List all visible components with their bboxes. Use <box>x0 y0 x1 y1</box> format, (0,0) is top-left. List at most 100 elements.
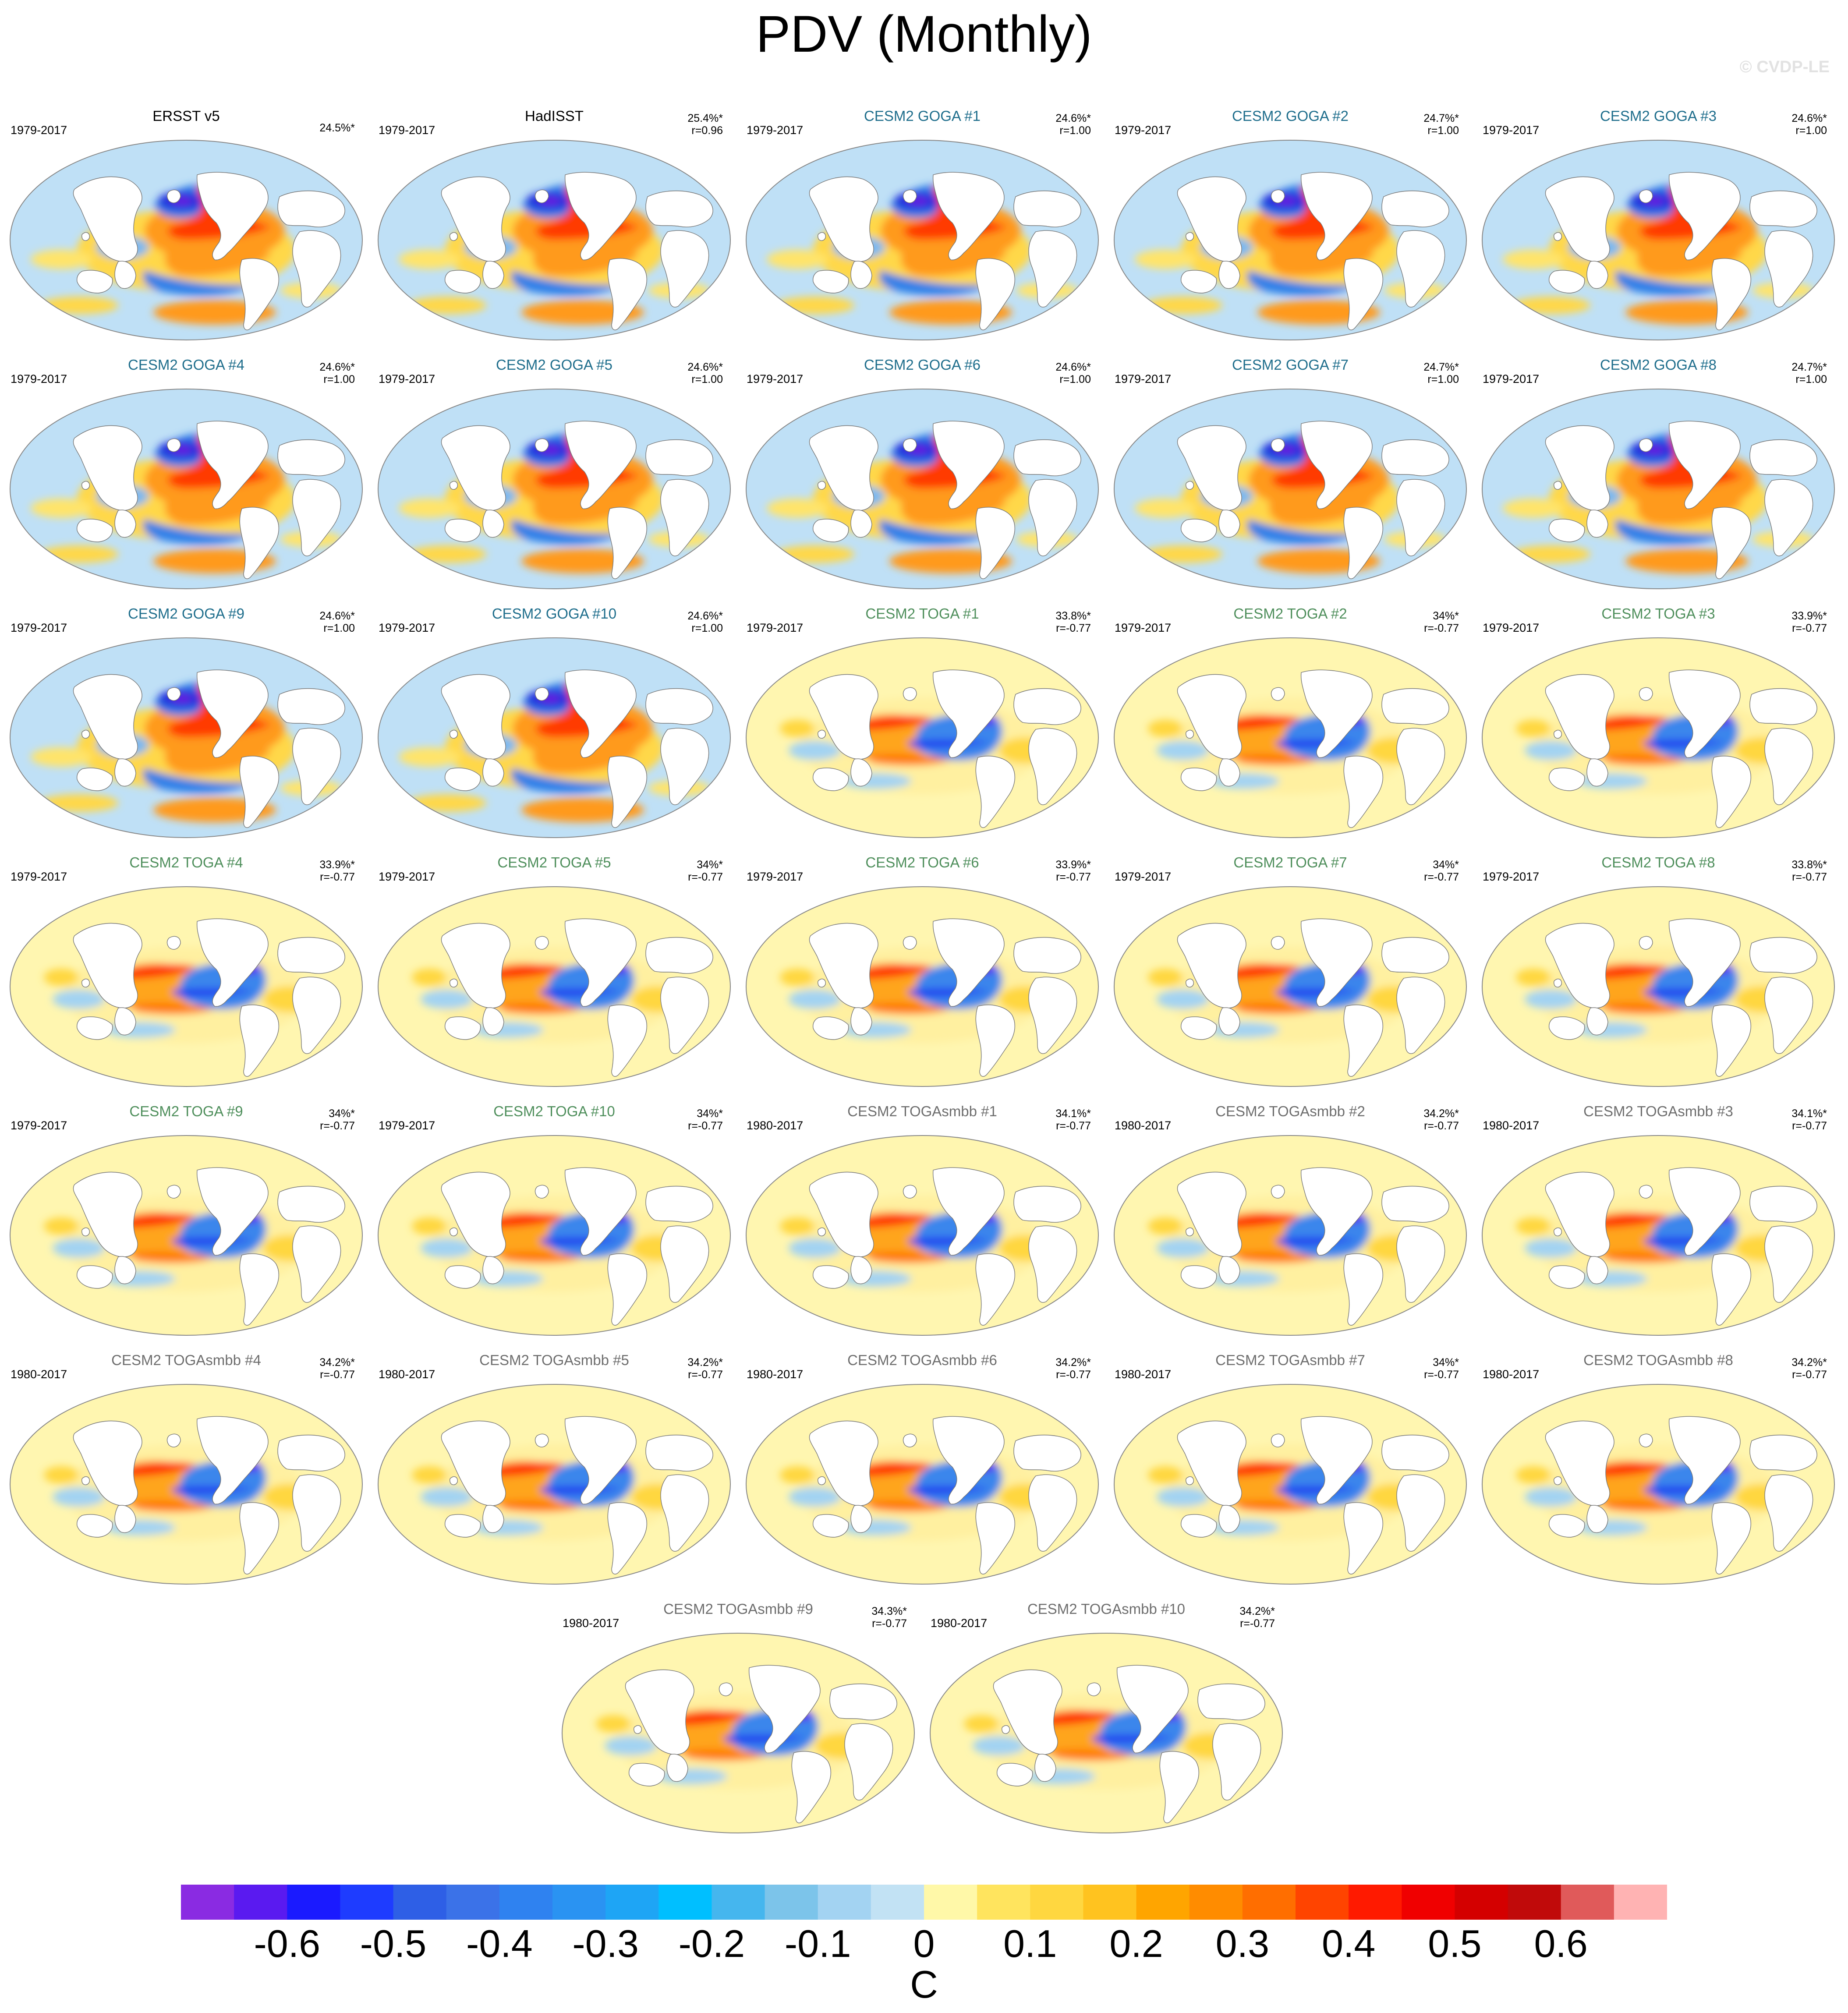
panel-percent-variance: 34%* <box>697 1107 723 1120</box>
panel-years: 1979-2017 <box>1483 372 1540 386</box>
sst-anomaly-map <box>377 885 732 1088</box>
panel-title: CESM2 TOGAsmbb #5 <box>479 1352 629 1368</box>
panel-percent-variance: 24.6%* <box>687 610 723 622</box>
colorbar-tick-label: 0.2 <box>1109 1922 1163 1965</box>
panel-pattern-correlation: r=0.96 <box>691 124 723 137</box>
map-panel: CESM2 GOGA #4 1979-2017 24.6%* r=1.00 <box>4 356 368 593</box>
panel-title: CESM2 GOGA #2 <box>1232 108 1349 124</box>
panel-percent-variance: 34%* <box>1433 859 1459 871</box>
colorbar-swatch <box>1136 1885 1190 1920</box>
colorbar-swatch <box>499 1885 553 1920</box>
map-panel: CESM2 TOGAsmbb #6 1980-2017 34.2%* r=-0.77 <box>740 1351 1104 1588</box>
panel-title: CESM2 TOGA #5 <box>497 854 611 870</box>
panel-title: CESM2 GOGA #10 <box>492 605 617 622</box>
colorbar-swatch <box>1349 1885 1402 1920</box>
panel-pattern-correlation: r=1.00 <box>1059 373 1091 386</box>
sst-anomaly-map <box>561 1632 916 1834</box>
panel-title: CESM2 TOGAsmbb #10 <box>1027 1601 1186 1617</box>
map-panel: HadISST 1979-2017 25.4%* r=0.96 <box>372 107 736 344</box>
sst-anomaly-map <box>377 1383 732 1585</box>
colorbar-swatch <box>1189 1885 1243 1920</box>
sst-anomaly-map <box>745 637 1100 839</box>
sst-anomaly-map <box>745 1134 1100 1337</box>
panel-title: CESM2 TOGA #4 <box>129 854 243 870</box>
panel-pattern-correlation: r=-0.77 <box>320 871 355 883</box>
panel-title: CESM2 TOGAsmbb #2 <box>1215 1103 1365 1119</box>
sst-anomaly-map <box>377 637 732 839</box>
map-panel: CESM2 TOGAsmbb #3 1980-2017 34.1%* r=-0.77 <box>1476 1103 1840 1339</box>
panel-percent-variance: 34%* <box>697 859 723 871</box>
map-panel: CESM2 GOGA #5 1979-2017 24.6%* r=1.00 <box>372 356 736 593</box>
colorbar-swatch <box>1030 1885 1083 1920</box>
panel-pattern-correlation: r=1.00 <box>691 622 723 634</box>
sst-anomaly-map <box>1481 1134 1836 1337</box>
colorbar-tick-label: 0 <box>913 1922 935 1965</box>
colorbar-swatch <box>552 1885 606 1920</box>
panel-pattern-correlation: r=-0.77 <box>320 1120 355 1132</box>
panel-percent-variance: 24.6%* <box>687 361 723 373</box>
panel-years: 1979-2017 <box>11 372 67 386</box>
map-panel: CESM2 TOGA #6 1979-2017 33.9%* r=-0.77 <box>740 854 1104 1090</box>
colorbar-swatch <box>658 1885 712 1920</box>
panel-title: CESM2 TOGA #9 <box>129 1103 243 1119</box>
panel-percent-variance: 33.8%* <box>1791 859 1827 871</box>
sst-anomaly-map <box>745 388 1100 590</box>
sst-anomaly-map <box>1113 885 1468 1088</box>
map-panel: CESM2 TOGA #2 1979-2017 34%* r=-0.77 <box>1108 605 1472 842</box>
sst-anomaly-map <box>1481 637 1836 839</box>
colorbar-swatch <box>1296 1885 1349 1920</box>
sst-anomaly-map <box>9 388 364 590</box>
panel-percent-variance: 34.2%* <box>687 1356 723 1369</box>
panel-title: CESM2 GOGA #4 <box>128 357 244 373</box>
panel-years: 1979-2017 <box>747 372 804 386</box>
panel-pattern-correlation: r=-0.77 <box>1424 1369 1459 1381</box>
panel-pattern-correlation: r=1.00 <box>691 373 723 386</box>
panel-percent-variance: 34.3%* <box>871 1605 907 1617</box>
panel-years: 1980-2017 <box>1483 1119 1540 1132</box>
colorbar-tick-label: 0.5 <box>1428 1922 1482 1965</box>
panel-years: 1979-2017 <box>747 870 804 883</box>
colorbar-tick-label: 0.3 <box>1215 1922 1270 1965</box>
map-panel: CESM2 TOGAsmbb #2 1980-2017 34.2%* r=-0.77 <box>1108 1103 1472 1339</box>
panel-percent-variance: 24.5%* <box>319 122 355 134</box>
map-panel: CESM2 TOGAsmbb #9 1980-2017 34.3%* r=-0.77 <box>556 1600 920 1837</box>
sst-anomaly-map <box>377 1134 732 1337</box>
colorbar-swatch <box>924 1885 977 1920</box>
panel-pattern-correlation: r=-0.77 <box>688 1369 723 1381</box>
colorbar-swatch <box>977 1885 1030 1920</box>
panel-title: ERSST v5 <box>152 108 220 124</box>
panel-years: 1979-2017 <box>1115 870 1172 883</box>
panel-years: 1980-2017 <box>1115 1368 1172 1381</box>
panel-years: 1979-2017 <box>747 124 804 137</box>
panel-years: 1980-2017 <box>747 1119 804 1132</box>
panel-title: CESM2 TOGA #2 <box>1233 605 1347 622</box>
colorbar-tick-label: 0.6 <box>1534 1922 1588 1965</box>
panel-percent-variance: 34.1%* <box>1791 1107 1827 1120</box>
panel-title: CESM2 TOGA #6 <box>865 854 979 870</box>
panel-years: 1979-2017 <box>379 870 435 883</box>
map-panel: CESM2 GOGA #3 1979-2017 24.6%* r=1.00 <box>1476 107 1840 344</box>
sst-anomaly-map <box>1113 139 1468 341</box>
colorbar-tick-label: -0.4 <box>466 1922 533 1965</box>
panel-pattern-correlation: r=-0.77 <box>872 1617 907 1630</box>
map-panel: CESM2 TOGA #3 1979-2017 33.9%* r=-0.77 <box>1476 605 1840 842</box>
sst-anomaly-map <box>1113 1134 1468 1337</box>
panel-percent-variance: 24.6%* <box>1791 112 1827 124</box>
panel-percent-variance: 34.2%* <box>1791 1356 1827 1369</box>
panel-percent-variance: 33.8%* <box>1055 610 1091 622</box>
panel-title: CESM2 TOGAsmbb #7 <box>1215 1352 1365 1368</box>
panel-percent-variance: 25.4%* <box>687 112 723 124</box>
sst-anomaly-map <box>1481 885 1836 1088</box>
panel-pattern-correlation: r=-0.77 <box>1424 622 1459 634</box>
map-panel: CESM2 TOGAsmbb #8 1980-2017 34.2%* r=-0.77 <box>1476 1351 1840 1588</box>
colorbar-swatch <box>818 1885 871 1920</box>
panel-title: CESM2 GOGA #1 <box>864 108 981 124</box>
panel-percent-variance: 24.6%* <box>1055 361 1091 373</box>
panel-years: 1979-2017 <box>1115 124 1172 137</box>
panel-pattern-correlation: r=-0.77 <box>1792 871 1827 883</box>
sst-anomaly-map <box>1113 1383 1468 1585</box>
panel-pattern-correlation: r=1.00 <box>1795 124 1827 137</box>
map-panel: CESM2 TOGAsmbb #7 1980-2017 34%* r=-0.77 <box>1108 1351 1472 1588</box>
colorbar <box>181 1885 1667 1920</box>
colorbar-tick-label: 0.1 <box>1003 1922 1057 1965</box>
